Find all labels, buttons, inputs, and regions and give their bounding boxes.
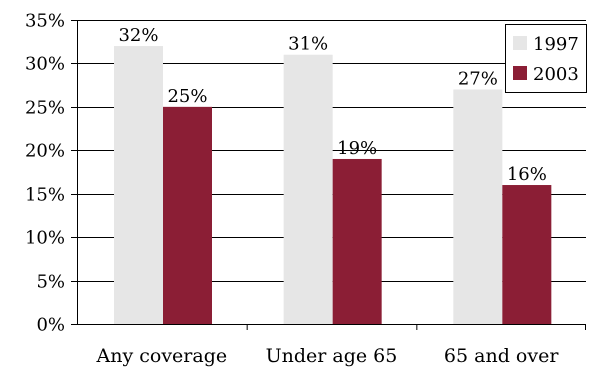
y-tick-label: 15% <box>25 185 65 206</box>
y-tick-label: 10% <box>25 228 65 249</box>
data-label: 31% <box>288 34 328 55</box>
legend-label: 1997 <box>533 34 579 55</box>
legend-swatch-2003 <box>513 66 527 80</box>
x-axis-categories: Any coverage Under age 65 65 and over <box>96 345 560 367</box>
legend-box <box>505 24 587 93</box>
legend: 1997 2003 <box>505 24 587 93</box>
bar-2003-2 <box>502 185 552 324</box>
axes <box>77 20 586 330</box>
y-tick-label: 20% <box>25 141 65 162</box>
y-tick-label: 30% <box>25 54 65 75</box>
bar-2003-1 <box>332 158 382 324</box>
x-category-label: 65 and over <box>444 345 559 367</box>
data-label: 27% <box>458 68 498 89</box>
bars <box>114 46 552 325</box>
y-tick-label: 0% <box>36 315 65 336</box>
y-tick-label: 25% <box>25 98 65 119</box>
y-axis-ticks: 0% 5% 10% 15% 20% 25% 30% 35% <box>25 11 77 336</box>
y-tick-label: 5% <box>36 272 65 293</box>
bar-1997-0 <box>114 46 163 325</box>
y-tick-label: 35% <box>25 11 65 32</box>
data-label: 19% <box>337 138 377 159</box>
data-labels: 32% 25% 31% 19% 27% 16% <box>118 25 546 185</box>
data-label: 32% <box>118 25 158 46</box>
x-category-label: Under age 65 <box>266 345 398 367</box>
data-label: 16% <box>507 164 547 185</box>
legend-label: 2003 <box>533 64 579 85</box>
x-category-label: Any coverage <box>96 345 228 367</box>
data-label: 25% <box>167 86 207 107</box>
bar-1997-2 <box>453 89 503 324</box>
legend-swatch-1997 <box>513 36 527 50</box>
bar-2003-0 <box>163 106 212 324</box>
bar-1997-1 <box>283 54 333 324</box>
